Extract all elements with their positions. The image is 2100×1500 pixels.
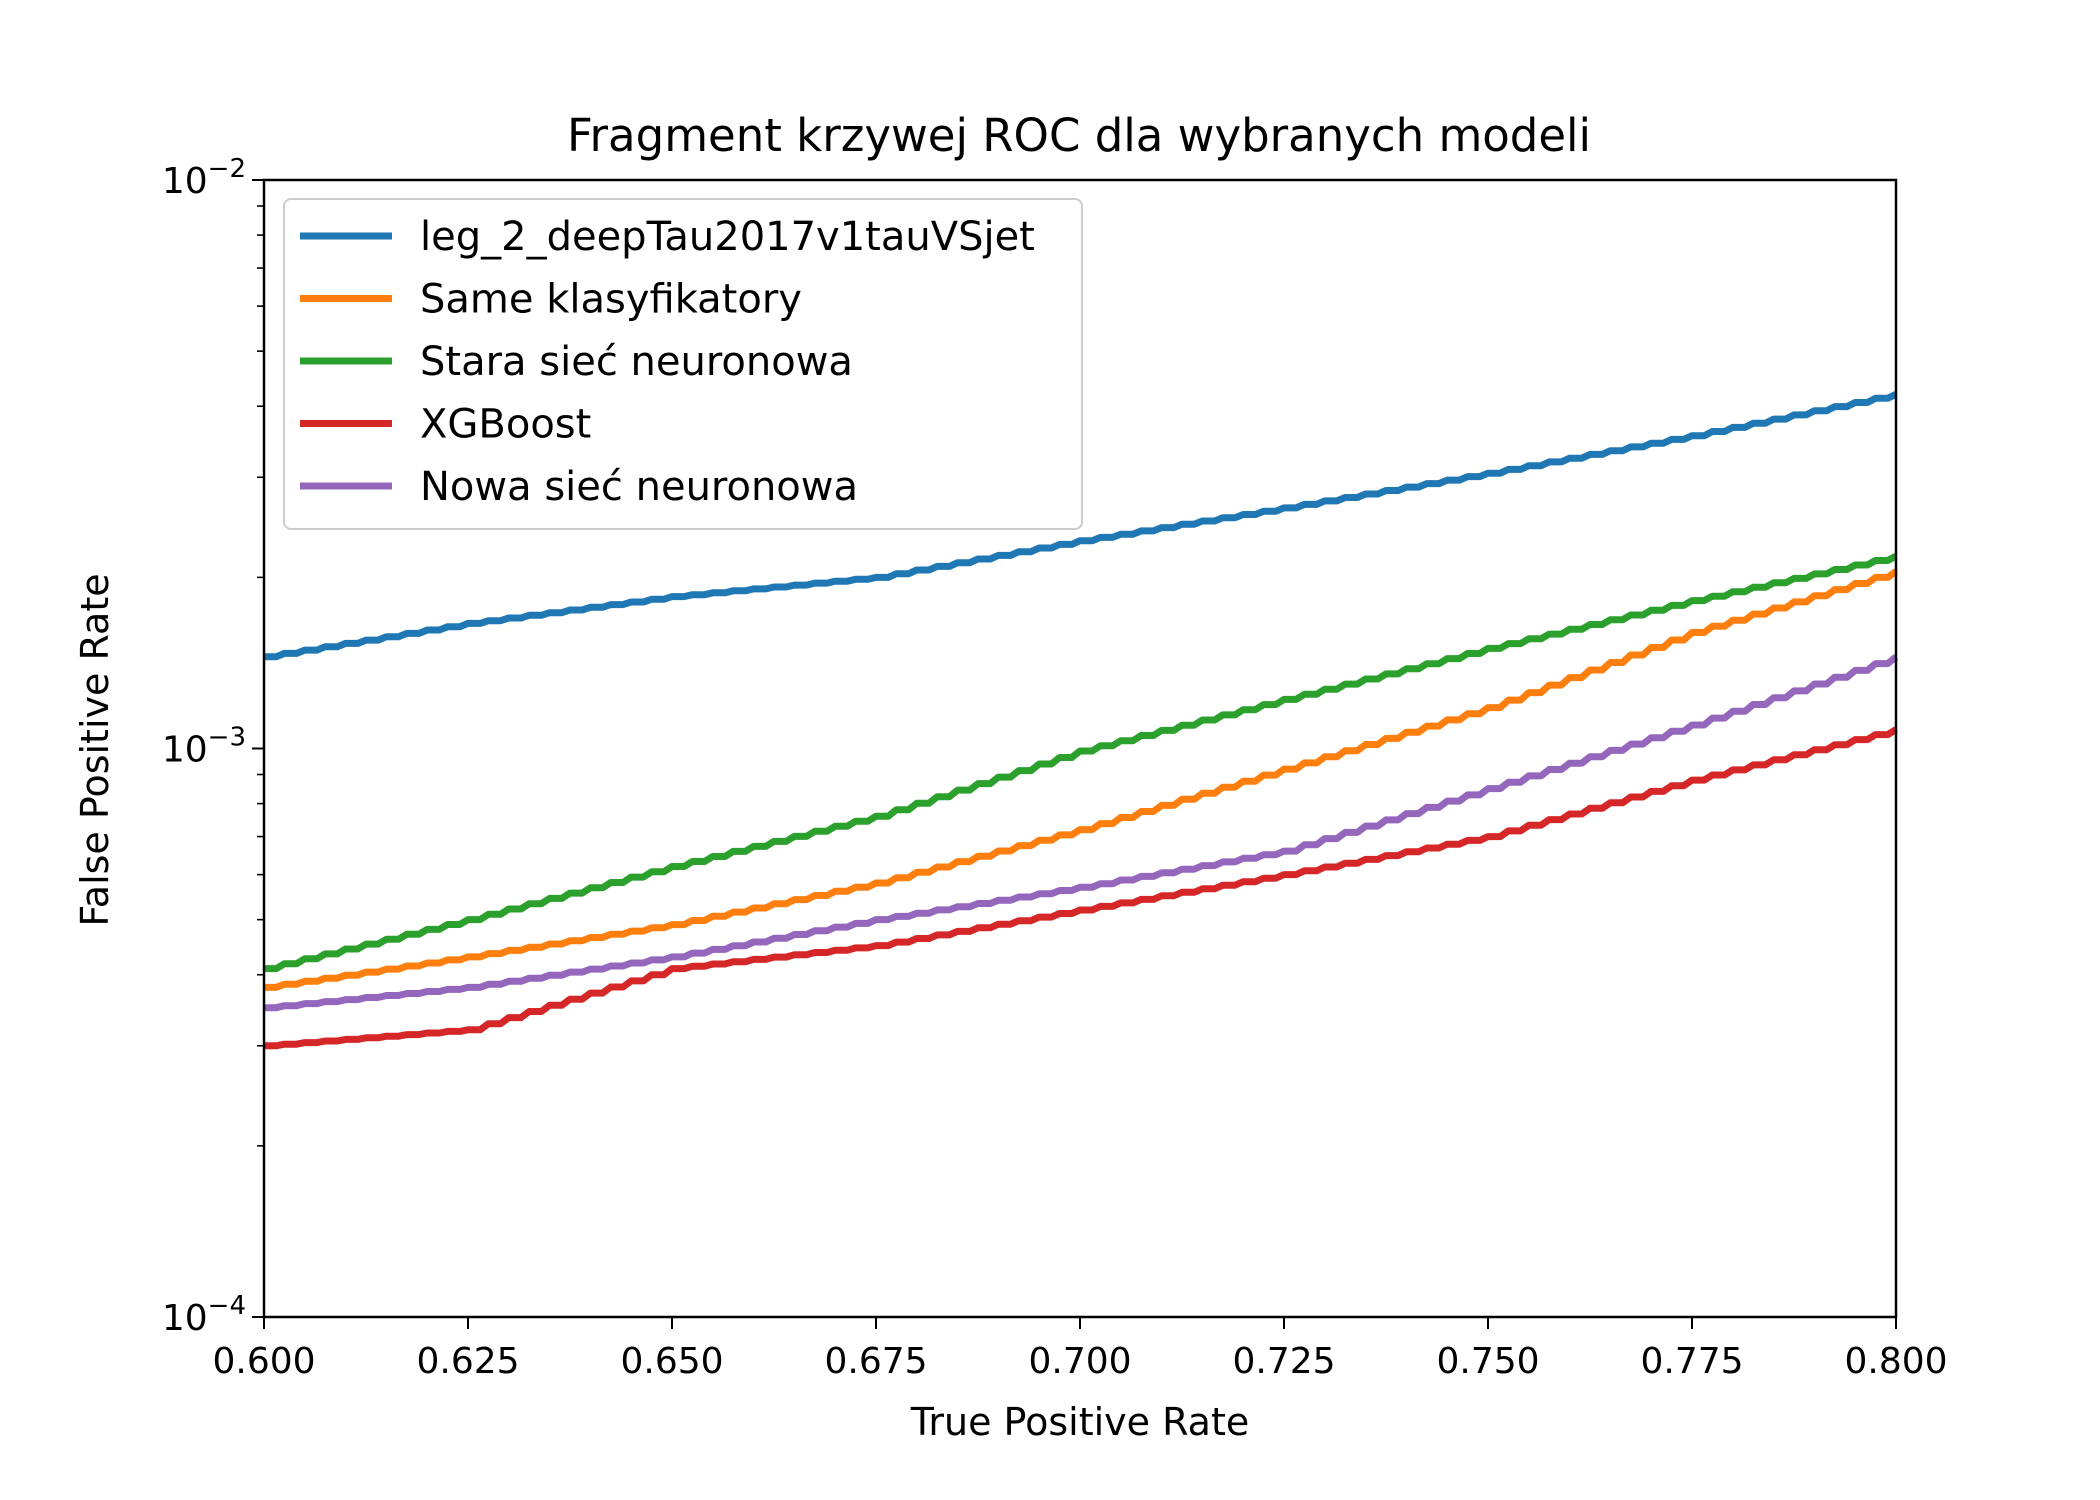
x-tick-label: 0.625 <box>416 1341 519 1382</box>
y-axis: 10−4 10−3 10−2 <box>162 154 264 1339</box>
series-line-3 <box>264 726 1898 1050</box>
series-line-1 <box>264 568 1899 991</box>
y-axis-label: False Positive Rate <box>73 573 117 926</box>
x-tick-label: 0.675 <box>824 1341 927 1382</box>
legend-label-1: Same klasyfikatory <box>420 277 802 323</box>
x-tick-label: 0.775 <box>1640 1341 1743 1382</box>
x-tick-label: 0.700 <box>1028 1341 1131 1382</box>
x-tick-label: 0.750 <box>1436 1341 1539 1382</box>
series-layer <box>264 391 1899 1050</box>
x-tick-label: 0.800 <box>1844 1341 1947 1382</box>
x-tick-label: 0.650 <box>620 1341 723 1382</box>
legend: leg_2_deepTau2017v1tauVSjet Same klasyfik… <box>283 198 1083 530</box>
y-tick-label: 10−4 <box>162 1291 246 1339</box>
legend-label-0: leg_2_deepTau2017v1tauVSjet <box>420 214 1035 260</box>
legend-label-3: XGBoost <box>420 402 591 448</box>
y-tick-label: 10−2 <box>162 154 246 202</box>
x-axis-label: True Positive Rate <box>910 1400 1250 1444</box>
x-tick-label: 0.600 <box>212 1341 315 1382</box>
y-tick-label: 10−3 <box>162 723 246 771</box>
series-line-0 <box>264 391 1898 661</box>
series-line-2 <box>264 553 1898 973</box>
series-line-4 <box>264 654 1899 1012</box>
chart-title: Fragment krzywej ROC dla wybranych model… <box>567 109 1591 162</box>
x-axis: 0.600 0.625 0.650 0.675 0.700 0.725 0.750 0.775… <box>212 1317 1948 1382</box>
legend-frame <box>283 198 1083 530</box>
x-tick-label: 0.725 <box>1232 1341 1335 1382</box>
legend-label-4: Nowa sieć neuronowa <box>420 464 858 510</box>
legend-label-2: Stara sieć neuronowa <box>420 339 853 385</box>
